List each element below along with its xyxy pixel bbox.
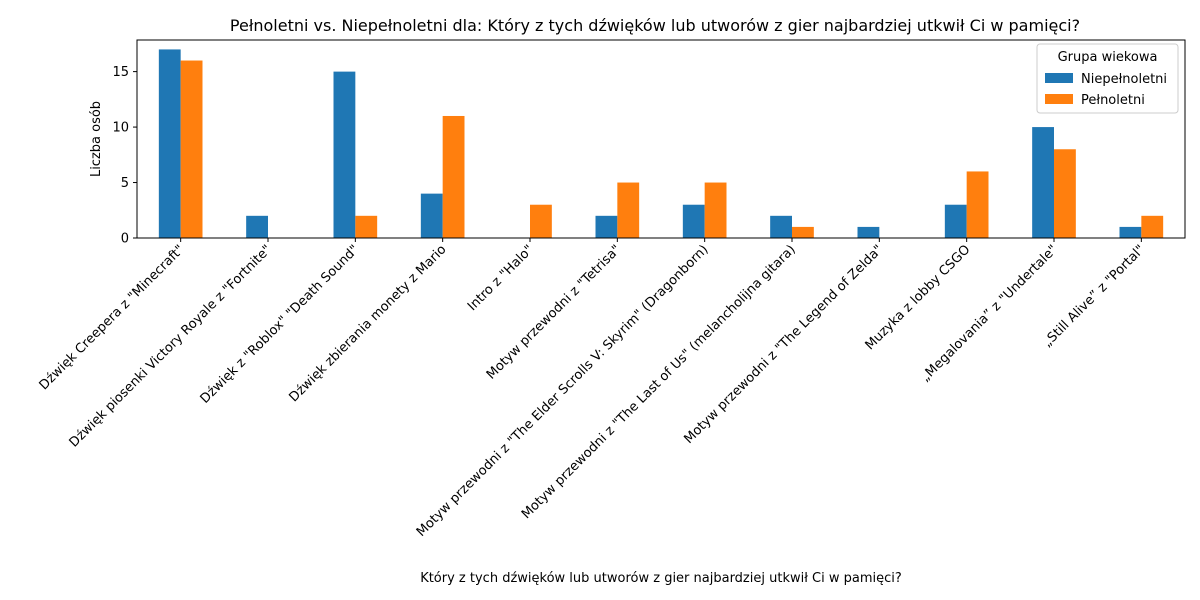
legend-label: Pełnoletni (1081, 93, 1145, 108)
legend-swatch (1045, 94, 1073, 104)
y-tick-label: 10 (112, 121, 129, 136)
bar-pelnoletni-3 (442, 115, 465, 238)
x-tick-label: Dźwięk zbierania monety z Mario (286, 242, 449, 405)
bar-niepelnoletni-9 (944, 204, 967, 238)
bar-pelnoletni-2 (355, 215, 378, 238)
bar-niepelnoletni-1 (246, 215, 268, 238)
bar-pelnoletni-6 (704, 182, 727, 238)
x-tick-label: „Still Alive” z "Portal" (1040, 242, 1148, 350)
y-axis: 0 5 10 15 (112, 65, 137, 247)
bar-niepelnoletni-0 (158, 49, 181, 238)
x-axis: Dźwięk Creepera z "Minecraft"Dźwięk pios… (37, 238, 1148, 540)
x-tick-label: Intro z "Halo" (465, 242, 537, 314)
bar-pelnoletni-9 (966, 171, 989, 238)
bar-niepelnoletni-6 (682, 204, 705, 238)
bar-niepelnoletni-10 (1032, 127, 1054, 238)
bar-niepelnoletni-5 (595, 215, 618, 238)
plot-frame (136, 39, 1186, 239)
legend: Grupa wiekowa Niepełnoletni Pełnoletni (1036, 43, 1179, 114)
x-axis-label: Który z tych dźwięków lub utworów z gier… (420, 571, 902, 586)
bar-niepelnoletni-3 (420, 193, 443, 238)
legend-swatch (1045, 73, 1073, 83)
x-tick-label: Dźwięk Creepera z "Minecraft" (37, 242, 188, 393)
bar-niepelnoletni-7 (770, 215, 792, 238)
x-tick-label: Dźwięk z "Roblox" "Death Sound" (198, 242, 363, 407)
y-tick-label: 5 (121, 176, 129, 191)
y-axis-label: Liczba osób (89, 101, 104, 177)
y-tick-label: 0 (121, 232, 129, 247)
x-tick-label: Motyw przewodni z "The Elder Scrolls V: … (414, 242, 712, 540)
bar-niepelnoletni-8 (857, 226, 880, 238)
bar-pelnoletni-4 (530, 204, 552, 238)
legend-label: Niepełnoletni (1081, 72, 1167, 87)
x-tick-label: Motyw przewodni z "The Legend of Zelda" (681, 242, 886, 447)
x-tick-label: Dźwięk piosenki Victory Royale z "Fortni… (67, 242, 275, 450)
chart-title: Pełnoletni vs. Niepełnoletni dla: Który … (230, 16, 1080, 35)
bars-group (158, 49, 1164, 238)
bar-niepelnoletni-11 (1119, 226, 1142, 238)
bar-pelnoletni-0 (180, 60, 203, 238)
bar-pelnoletni-10 (1054, 149, 1076, 238)
y-tick-label: 15 (112, 65, 129, 80)
x-tick-label: „Megalovania” z "Undertale" (918, 242, 1061, 385)
bar-pelnoletni-5 (617, 182, 640, 238)
bar-niepelnoletni-2 (333, 71, 356, 238)
bar-pelnoletni-11 (1141, 215, 1164, 238)
bar-pelnoletni-7 (792, 226, 814, 238)
legend-title: Grupa wiekowa (1058, 50, 1158, 65)
